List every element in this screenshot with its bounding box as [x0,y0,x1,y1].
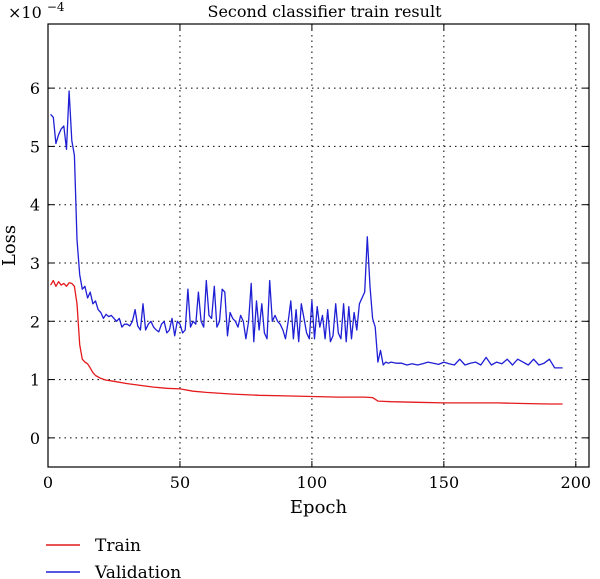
y-tick-label: 3 [30,254,40,273]
series-lines [50,90,563,405]
y-tick-label: 1 [30,371,40,390]
y-axis-multiplier: ×10 −4 [8,0,65,22]
series-line-train [50,279,563,405]
chart-title: Second classifier train result [208,2,443,21]
plot-frame [47,23,590,468]
x-tick-label: 50 [170,473,190,492]
x-tick-label: 200 [561,473,592,492]
x-tick-label: 150 [429,473,460,492]
series-line-validation [50,90,563,369]
legend-label-validation: Validation [94,563,181,579]
y-axis-title: Loss [0,225,20,266]
x-tick-label: 0 [43,473,53,492]
y-tick-label: 0 [30,429,40,448]
y-axis-multiplier-base: ×10 [8,3,42,22]
y-tick-label: 2 [30,312,40,331]
legend-label-train: Train [95,536,141,556]
axis-ticks: 0 50 100 150 200 0 1 2 3 4 5 6 [30,24,591,492]
grid-lines [48,24,589,467]
y-tick-label: 5 [30,137,40,156]
y-tick-label: 6 [30,79,40,98]
x-axis-title: Epoch [290,497,348,518]
y-tick-label: 4 [30,196,40,215]
x-tick-label: 100 [297,473,328,492]
legend: Train Validation [46,536,181,579]
y-axis-multiplier-exponent: −4 [47,0,65,14]
